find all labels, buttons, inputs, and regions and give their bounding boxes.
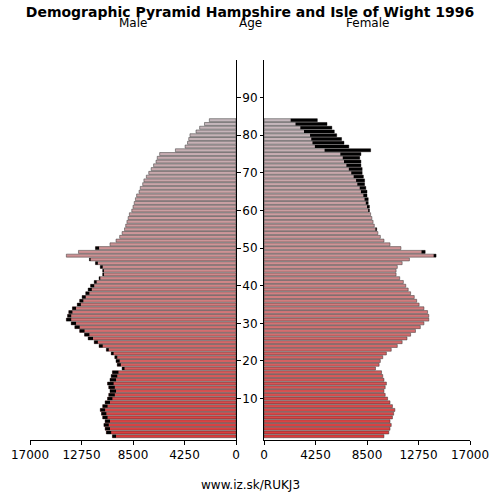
svg-text:70: 70	[242, 166, 257, 180]
svg-text:Demographic Pyramid Hampshire: Demographic Pyramid Hampshire and Isle o…	[26, 4, 474, 20]
svg-text:12750: 12750	[62, 448, 100, 462]
svg-text:50: 50	[242, 241, 257, 255]
svg-text:0: 0	[260, 448, 268, 462]
svg-text:www.iz.sk/RUKJ3: www.iz.sk/RUKJ3	[201, 478, 300, 492]
svg-text:17000: 17000	[11, 448, 49, 462]
svg-text:8500: 8500	[118, 448, 149, 462]
svg-text:20: 20	[242, 354, 257, 368]
svg-text:80: 80	[242, 128, 257, 142]
svg-text:30: 30	[242, 317, 257, 331]
svg-text:60: 60	[242, 204, 257, 218]
svg-text:40: 40	[242, 279, 257, 293]
svg-text:12750: 12750	[399, 448, 437, 462]
svg-text:90: 90	[242, 91, 257, 105]
svg-text:Age: Age	[239, 16, 262, 30]
svg-text:4250: 4250	[300, 448, 331, 462]
svg-text:8500: 8500	[352, 448, 383, 462]
svg-text:Female: Female	[346, 16, 389, 30]
svg-text:4250: 4250	[169, 448, 200, 462]
svg-text:Male: Male	[119, 16, 147, 30]
svg-text:17000: 17000	[451, 448, 489, 462]
svg-text:10: 10	[242, 392, 257, 406]
svg-text:0: 0	[232, 448, 240, 462]
